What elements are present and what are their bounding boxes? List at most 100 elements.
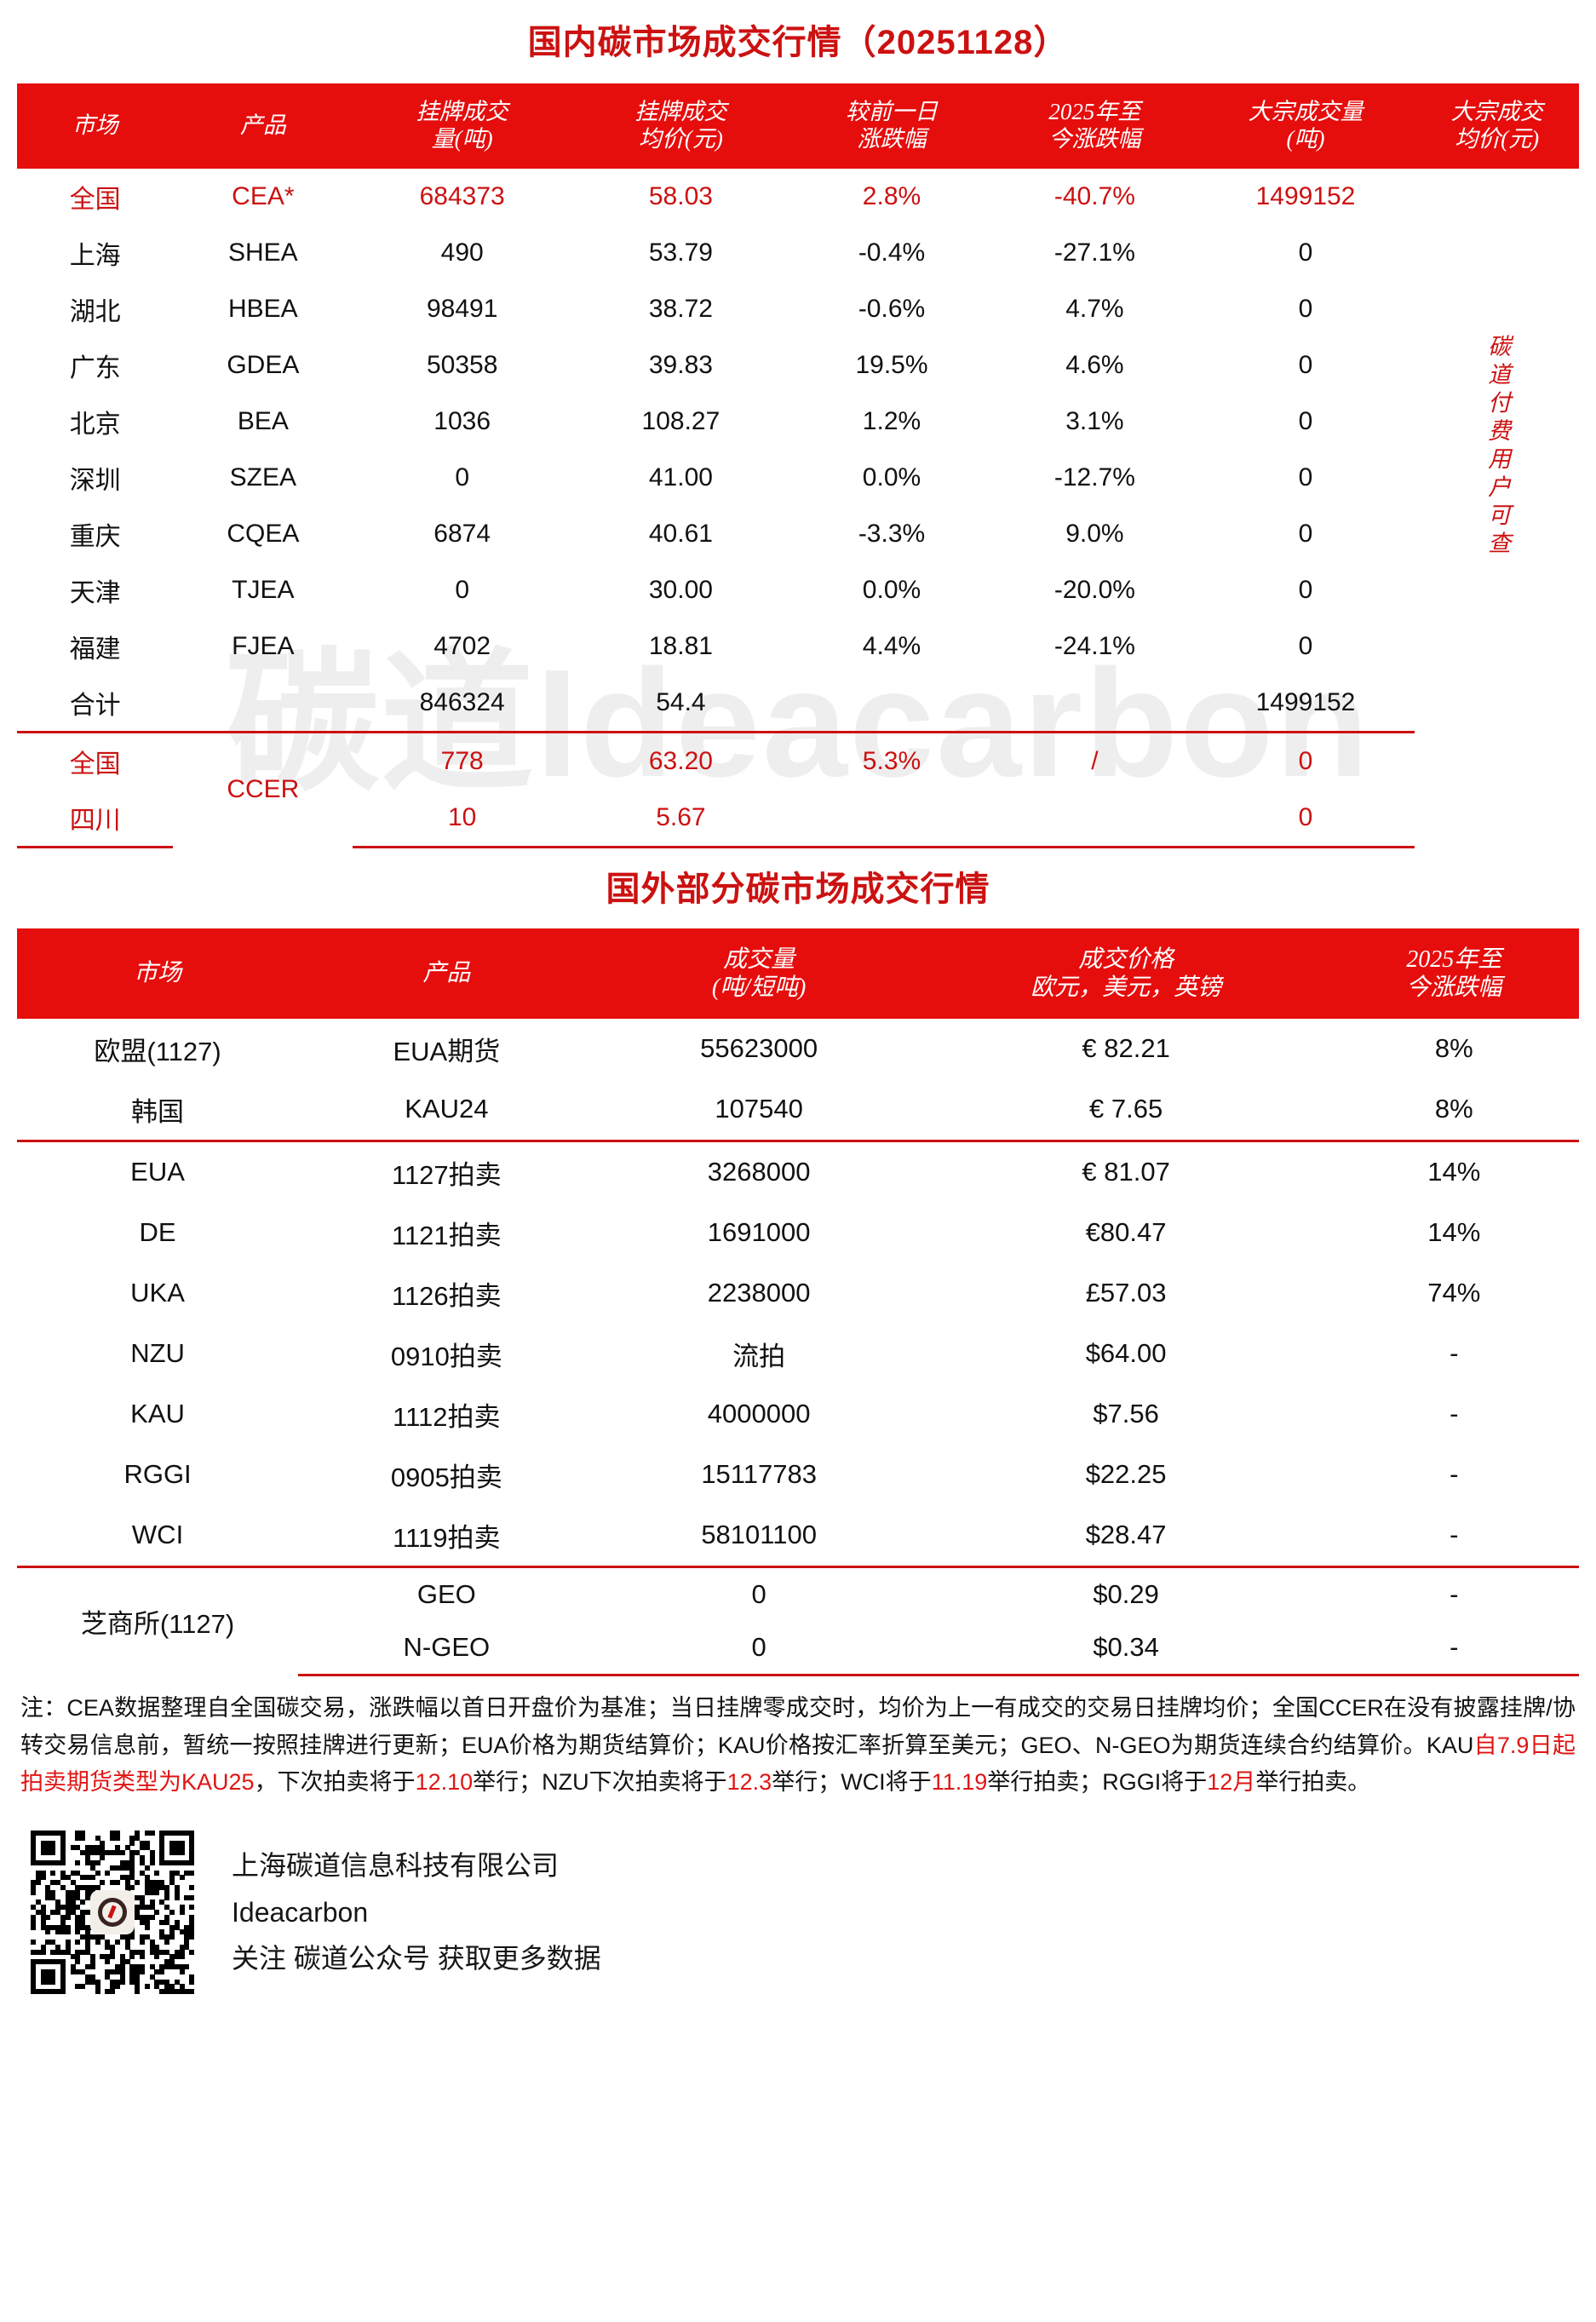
cell-market: WCI xyxy=(17,1504,299,1568)
header-cell-ytd-change: 2025年至 今涨跌幅 xyxy=(1329,928,1579,1019)
footnote-highlight-nzu-date: 12.3 xyxy=(726,1769,772,1796)
cell-daily-change: -0.6% xyxy=(858,294,926,323)
header-line-1: 产品 xyxy=(239,112,286,138)
header-line-2: (吨) xyxy=(1286,125,1325,152)
table-row: 北京 BEA 1036 108.27 1.2% 3.1% 0 xyxy=(17,394,1579,450)
table-row-ccer: 全国 CCER 778 63.20 5.3% / 0 xyxy=(17,732,1579,804)
table-row: KAU 1112拍卖 4000000 $7.56 - xyxy=(17,1384,1579,1445)
cell-daily-change: 5.3% xyxy=(862,746,921,775)
domestic-table-header: 市场 产品 挂牌成交 量(吨) 挂牌成交 均价(元) 较前一日 涨跌幅 xyxy=(17,83,1579,169)
cell-volume: 55623000 xyxy=(700,1033,818,1064)
table-row: 欧盟(1127) EUA期货 55623000 € 82.21 8% xyxy=(17,1019,1579,1079)
qr-code[interactable] xyxy=(31,1830,194,1994)
cell-price: 54.4 xyxy=(571,674,790,733)
cell-block-volume: 0 xyxy=(1298,406,1313,435)
cell-product: BEA xyxy=(237,406,289,435)
cell-price: 41.00 xyxy=(648,463,713,491)
footnote-highlight-kau-date: 12.10 xyxy=(415,1769,474,1796)
header-cell-listed-avg-price: 挂牌成交 均价(元) xyxy=(571,83,790,169)
cell-volume: 0 xyxy=(455,575,470,604)
footnote-part-4: 举行；WCI将于 xyxy=(772,1769,932,1796)
header-line-2: 涨跌幅 xyxy=(857,125,927,152)
cell-product: 1127拍卖 xyxy=(392,1159,502,1190)
cell-product xyxy=(173,674,353,733)
table-row: 芝商所(1127) GEO 0 $0.29 - xyxy=(17,1566,1579,1639)
header-cell-market: 市场 xyxy=(17,928,299,1019)
footnote-part-6: 举行拍卖。 xyxy=(1255,1769,1371,1796)
table-row: 全国 CEA* 684373 58.03 2.8% -40.7% 1499152… xyxy=(17,169,1579,560)
cell-product: 1112拍卖 xyxy=(393,1401,501,1432)
domestic-market-table: 市场 产品 挂牌成交 量(吨) 挂牌成交 均价(元) 较前一日 涨跌幅 xyxy=(17,83,1579,848)
cell-price: £57.03 xyxy=(1085,1278,1167,1308)
cell-volume: 778 xyxy=(440,746,484,775)
cell-volume: 58101100 xyxy=(594,1504,923,1568)
cell-block-volume: 0 xyxy=(1298,238,1313,267)
cell-volume: 2238000 xyxy=(707,1278,811,1308)
cell-volume: 1036 xyxy=(433,406,491,435)
cell-ytd-change: - xyxy=(1329,1504,1579,1568)
cell-ytd-change: 4.6% xyxy=(1065,350,1124,379)
cell-price: 5.67 xyxy=(571,789,790,848)
cell-market: RGGI xyxy=(123,1459,192,1490)
cell-product: SZEA xyxy=(229,463,297,491)
cell-side-note: 碳道付费用户可查 xyxy=(1415,169,1579,733)
cell-price: € 82.21 xyxy=(1082,1033,1170,1064)
header-line-1: 大宗成交量 xyxy=(1248,99,1363,124)
international-market-table: 市场 产品 成交量 (吨/短吨) 成交价格 欧元，美元，英镑 2025年至 今涨… xyxy=(17,928,1579,1676)
cell-price: € 81.07 xyxy=(1082,1157,1170,1187)
cell-market: 全国 xyxy=(69,185,121,214)
cell-market: NZU xyxy=(130,1338,185,1369)
cell-volume: 98491 xyxy=(426,294,498,323)
cell-price: 38.72 xyxy=(648,294,713,323)
header-cell-market: 市场 xyxy=(17,83,174,169)
cell-price: 39.83 xyxy=(648,350,713,379)
cell-daily-change: -3.3% xyxy=(858,519,926,548)
cell-block-volume: 1499152 xyxy=(1255,181,1356,210)
table-row: DE 1121拍卖 1691000 €80.47 14% xyxy=(17,1203,1579,1263)
table-row: N-GEO 0 $0.34 - xyxy=(17,1620,1579,1676)
cell-volume: 107540 xyxy=(594,1078,923,1142)
cell-price: $28.47 xyxy=(922,1504,1329,1568)
cell-ytd-change: / xyxy=(1091,746,1099,775)
page-root: 国内碳市场成交行情（20251128） 市场 产品 挂牌成交 量(吨) 挂牌成交 xyxy=(0,0,1596,1994)
cell-market: 上海 xyxy=(69,241,121,270)
cell-price: $0.34 xyxy=(922,1620,1329,1676)
cell-price: 30.00 xyxy=(648,575,713,604)
header-cell-price: 成交价格 欧元，美元，英镑 xyxy=(922,928,1329,1019)
footer: 上海碳道信息科技有限公司 Ideacarbon 关注 碳道公众号 获取更多数据 xyxy=(17,1802,1579,1994)
cell-price: 53.79 xyxy=(648,238,713,267)
follow-cta: 关注 碳道公众号 获取更多数据 xyxy=(232,1943,601,1974)
cell-daily-change: 0.0% xyxy=(862,575,921,604)
cell-daily-change xyxy=(789,789,994,848)
cell-ytd-change: 8% xyxy=(1434,1033,1473,1064)
domestic-section-title: 国内碳市场成交行情（20251128） xyxy=(527,24,1069,61)
cell-block-volume: 0 xyxy=(1196,789,1415,848)
header-line-1: 较前一日 xyxy=(846,99,938,124)
cell-product: 0910拍卖 xyxy=(390,1341,502,1371)
table-row-ccer: 四川 10 5.67 0 xyxy=(17,789,1579,848)
cell-volume: 0 xyxy=(455,463,470,491)
cell-market: 深圳 xyxy=(69,466,121,495)
cell-volume: 0 xyxy=(594,1620,923,1676)
header-line-2: 今涨跌幅 xyxy=(1048,125,1141,152)
table-row: 天津 TJEA 0 30.00 0.0% -20.0% 0 xyxy=(17,562,1579,618)
cell-block-volume: 0 xyxy=(1298,746,1313,775)
cell-market: 广东 xyxy=(69,353,121,382)
header-line-1: 成交价格 xyxy=(1078,945,1174,973)
international-table-header: 市场 产品 成交量 (吨/短吨) 成交价格 欧元，美元，英镑 2025年至 今涨… xyxy=(17,928,1579,1019)
cell-ytd-change: -27.1% xyxy=(1053,238,1135,267)
cell-price: 40.61 xyxy=(648,519,713,548)
cell-empty xyxy=(1415,732,1579,847)
cell-product: EUA期货 xyxy=(393,1036,501,1066)
cell-volume: 1691000 xyxy=(707,1217,811,1248)
header-cell-listed-volume: 挂牌成交 量(吨) xyxy=(353,83,572,169)
cell-price: $64.00 xyxy=(1085,1338,1167,1369)
cell-market: 韩国 xyxy=(17,1078,299,1142)
table-row: 上海 SHEA 490 53.79 -0.4% -27.1% 0 xyxy=(17,225,1579,281)
table-row: 韩国 KAU24 107540 € 7.65 8% xyxy=(17,1078,1579,1142)
footnote-highlight-wci-date: 11.19 xyxy=(931,1769,988,1796)
header-line-2: 欧元，美元，英镑 xyxy=(1031,974,1222,1001)
header-line-1: 大宗成交 xyxy=(1450,99,1543,124)
international-table-body: 欧盟(1127) EUA期货 55623000 € 82.21 8% 韩国 KA… xyxy=(17,1019,1579,1676)
cell-product: KAU24 xyxy=(298,1078,595,1142)
